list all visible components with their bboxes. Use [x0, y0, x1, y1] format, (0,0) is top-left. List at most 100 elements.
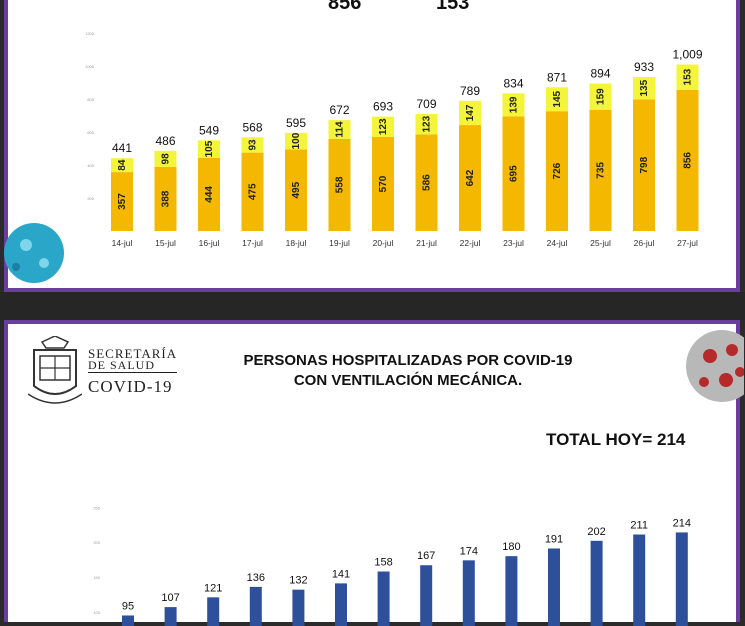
bar-top-label: 123	[422, 115, 433, 132]
logo-line3: COVID-19	[88, 377, 173, 396]
bar-total-label: 693	[373, 100, 393, 114]
bar-bottom-label: 475	[248, 183, 259, 200]
bar-bottom-segment	[372, 136, 394, 231]
bar-total-label: 894	[590, 66, 610, 80]
bar-value-label: 158	[374, 557, 392, 569]
bar-bottom-label: 495	[291, 181, 302, 198]
bar-top-label: 147	[465, 104, 476, 121]
bar-total-label: 441	[112, 141, 132, 155]
bar-top-label: 145	[552, 90, 563, 107]
bar-top-segment	[502, 93, 525, 117]
bar-bottom-segment	[415, 134, 438, 231]
bar-top-segment	[589, 83, 612, 110]
bar-bottom-label: 726	[552, 162, 563, 179]
chart-panel-stacked: 856 153 200 400 600 800 1000 1200 357 84 441 14-j…	[4, 0, 740, 292]
bar-total-label: 549	[199, 123, 219, 137]
bar-top-segment	[546, 87, 568, 112]
bar-value-label: 174	[460, 545, 478, 557]
bar-bottom-segment	[459, 125, 481, 231]
bar-bottom-label: 695	[509, 165, 520, 182]
ventilation-bar	[292, 589, 305, 626]
summary-value-a: 856	[328, 0, 362, 14]
bar-bottom-label: 558	[335, 176, 346, 193]
bar-value-label: 132	[289, 575, 307, 587]
ventilation-bar	[462, 560, 475, 626]
x-tick-label: 16-jul	[199, 238, 220, 248]
ventilation-bar	[633, 534, 646, 626]
bar-bottom-segment	[502, 116, 525, 231]
bar-bottom-label: 798	[639, 156, 650, 173]
chart-title-line2: CON VENTILACIÓN MECÁNICA.	[293, 372, 523, 389]
x-tick-label: 27-jul	[677, 238, 698, 248]
ventilation-bar	[335, 583, 347, 626]
ventilation-bar	[420, 565, 433, 626]
bar-bottom-segment	[676, 89, 699, 231]
bar-top-label: 153	[683, 68, 694, 85]
x-tick-label: 19-jul	[329, 238, 350, 248]
y-tick-label: 250	[93, 505, 100, 510]
ventilation-bar	[207, 597, 220, 626]
bar-total-label: 709	[416, 97, 436, 111]
bar-value-label: 211	[630, 520, 648, 532]
total-today: TOTAL HOY= 214	[546, 430, 686, 449]
logo-line1: SECRETARÍA	[88, 346, 178, 361]
bar-value-label: 95	[122, 600, 134, 612]
bar-top-segment	[633, 77, 655, 100]
bar-value-label: 202	[587, 526, 605, 538]
bar-bottom-segment	[589, 109, 612, 231]
y-tick-label: 400	[87, 163, 94, 168]
y-tick-label: 200	[93, 540, 100, 545]
bar-value-label: 180	[502, 541, 520, 553]
bar-bottom-segment	[546, 111, 568, 231]
bar-top-label: 123	[378, 118, 389, 135]
bar-top-segment	[676, 64, 699, 90]
bar-bottom-label: 735	[596, 162, 607, 179]
bar-top-label: 100	[291, 132, 302, 149]
bar-top-label: 159	[596, 88, 607, 105]
bar-top-label: 93	[248, 139, 259, 151]
ventilation-bar	[377, 571, 390, 626]
y-tick-label: 150	[93, 575, 100, 580]
coronavirus-decoration-icon	[686, 330, 744, 402]
bar-top-segment	[415, 114, 438, 135]
bar-top-label: 98	[161, 153, 172, 165]
y-tick-label: 600	[87, 130, 94, 135]
bar-value-label: 141	[332, 568, 350, 580]
y-tick-label: 100	[93, 610, 100, 615]
bar-bottom-segment	[241, 152, 264, 231]
logo-text: SECRETARÍA DE SALUD COVID-19	[88, 346, 178, 397]
bar-bottom-label: 444	[204, 186, 215, 203]
bar-bottom-label: 570	[378, 175, 389, 192]
x-tick-label: 24-jul	[547, 238, 568, 248]
x-tick-label: 17-jul	[242, 238, 263, 248]
x-tick-label: 15-jul	[155, 238, 176, 248]
bar-top-segment	[459, 100, 481, 126]
bar-total-label: 834	[503, 76, 523, 90]
x-tick-label: 23-jul	[503, 238, 524, 248]
bar-total-label: 933	[634, 60, 654, 74]
stacked-bar-chart: 200 400 600 800 1000 1200 357 84 441 14-jul 388 98 4…	[85, 31, 703, 248]
summary-value-b: 153	[436, 0, 470, 14]
bar-top-label: 135	[639, 79, 650, 96]
bar-bottom-segment	[285, 149, 307, 231]
y-tick-label: 1000	[85, 64, 95, 69]
x-tick-label: 25-jul	[590, 238, 611, 248]
x-tick-label: 14-jul	[112, 238, 133, 248]
ventilation-bar	[164, 607, 177, 626]
virus-decoration-icon	[4, 223, 64, 283]
bar-value-label: 107	[161, 592, 179, 604]
bar-bottom-label: 357	[117, 193, 128, 210]
ventilation-bar	[505, 556, 518, 626]
chart-title: PERSONAS HOSPITALIZADAS POR COVID-19 CON…	[208, 351, 608, 391]
panel-separator	[0, 292, 745, 320]
bar-top-label: 84	[117, 159, 128, 171]
coat-of-arms-icon	[28, 336, 82, 404]
ventilation-bar	[675, 532, 688, 626]
y-tick-label: 1200	[85, 31, 95, 36]
bar-bottom-label: 586	[422, 174, 433, 191]
bar-value-label: 214	[673, 517, 691, 529]
bar-bottom-label: 642	[465, 169, 476, 186]
bar-top-segment	[372, 116, 394, 137]
y-tick-label: 800	[87, 97, 94, 102]
bar-bottom-label: 388	[161, 190, 172, 207]
